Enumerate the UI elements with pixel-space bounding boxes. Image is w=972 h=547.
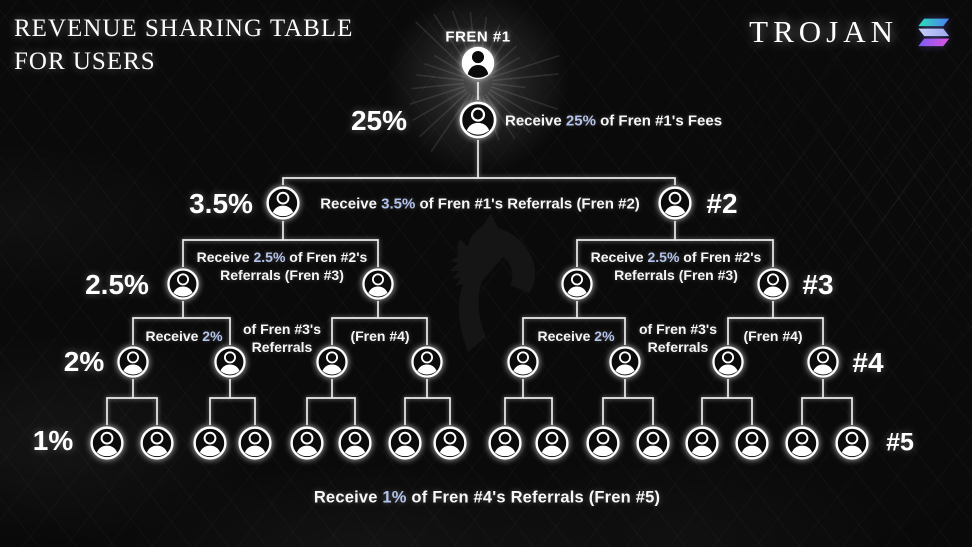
- person-circle-icon: [290, 426, 324, 460]
- person-circle-icon: [266, 186, 300, 220]
- description-highlight: 2.5%: [647, 248, 680, 265]
- level4-description-right: Receive 2.5% of Fren #2's Referrals (Fre…: [576, 248, 776, 284]
- description-highlight: 2%: [594, 327, 615, 344]
- root-label: FREN #1: [445, 28, 511, 46]
- person-circle-icon: [835, 426, 869, 460]
- person-circle-icon: [488, 426, 522, 460]
- description-text: Receive: [505, 112, 566, 130]
- level4-description-left: Receive 2.5% of Fren #2's Referrals (Fre…: [182, 248, 382, 284]
- tier-label-3: #3: [802, 269, 834, 300]
- tier-label-4: #4: [852, 347, 884, 378]
- description-text: Receive: [320, 195, 382, 213]
- description-text: Receive: [590, 248, 648, 265]
- person-circle-icon: [785, 426, 819, 460]
- person-circle-icon: [735, 426, 769, 460]
- person-circle-icon: [535, 426, 569, 460]
- tier-label-5: #5: [886, 428, 914, 457]
- page-title-line2: FOR USERS: [14, 48, 156, 75]
- solana-logo-icon: [918, 18, 950, 47]
- person-circle-icon: [807, 346, 839, 378]
- person-circle-icon: [140, 426, 174, 460]
- person-circle-icon: [238, 426, 272, 460]
- description-text: Receive: [145, 327, 203, 344]
- level4-percent: 2.5%: [85, 269, 149, 300]
- person-circle-icon: [507, 346, 539, 378]
- person-circle-icon: [117, 346, 149, 378]
- page-title-line1: REVENUE SHARING TABLE: [14, 15, 354, 42]
- description-highlight: 1%: [382, 488, 407, 507]
- level5-fren4-right: (Fren #4): [743, 327, 803, 344]
- person-circle-icon: [685, 426, 719, 460]
- description-highlight: 2.5%: [253, 248, 286, 265]
- level6-percent: 1%: [32, 425, 74, 456]
- tier-label-2: #2: [706, 188, 738, 219]
- level5-receive-left: Receive 2%: [145, 327, 222, 345]
- level5-referrals-left: of Fren #3's Referrals: [242, 320, 322, 355]
- description-text: of Fren #4's Referrals (Fren #5): [406, 488, 661, 507]
- person-circle-icon: [388, 426, 422, 460]
- brand-name: TROJAN: [749, 14, 898, 49]
- person-circle-icon: [411, 346, 443, 378]
- level5-percent: 2%: [63, 346, 105, 377]
- person-circle-icon: [658, 186, 692, 220]
- page-title: REVENUE SHARING TABLE FOR USERS: [14, 12, 353, 78]
- description-text: Receive: [537, 327, 595, 344]
- person-circle-icon: [90, 426, 124, 460]
- level5-receive-right: Receive 2%: [537, 327, 614, 345]
- level2-percent: 25%: [350, 105, 408, 136]
- level3-percent: 3.5%: [189, 188, 253, 219]
- level2-description: Receive 25% of Fren #1's Fees: [505, 113, 722, 130]
- person-circle-icon: [338, 426, 372, 460]
- description-highlight: 25%: [565, 112, 596, 130]
- person-filled-circle-icon: [461, 46, 495, 80]
- person-circle-icon: [459, 101, 497, 139]
- person-circle-icon: [586, 426, 620, 460]
- description-text: Receive: [313, 488, 383, 507]
- description-text: of Fren #1's Fees: [595, 112, 723, 130]
- level5-fren4-left: (Fren #4): [350, 327, 410, 344]
- description-highlight: 3.5%: [381, 195, 416, 213]
- description-highlight: 2%: [202, 327, 223, 344]
- person-circle-icon: [636, 426, 670, 460]
- person-circle-icon: [193, 426, 227, 460]
- person-circle-icon: [433, 426, 467, 460]
- description-text: of Fren #1's Referrals (Fren #2): [415, 195, 640, 213]
- connector-l5: [106, 379, 853, 425]
- footer-note: Receive 1% of Fren #4's Referrals (Fren …: [314, 489, 660, 508]
- description-text: Receive: [196, 248, 254, 265]
- level3-description: Receive 3.5% of Fren #1's Referrals (Fre…: [320, 196, 640, 213]
- level5-referrals-right: of Fren #3's Referrals: [638, 320, 718, 355]
- brand-header: TROJAN: [749, 14, 950, 50]
